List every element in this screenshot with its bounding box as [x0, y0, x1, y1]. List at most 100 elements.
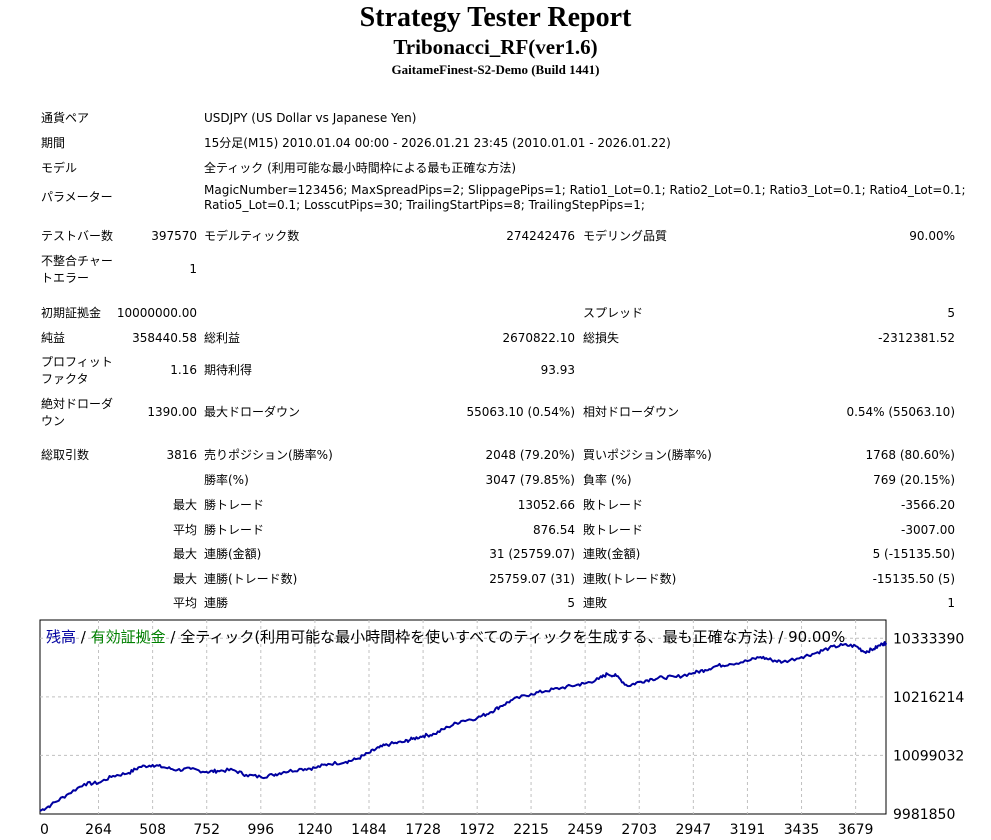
largest-win-label: 勝トレード	[204, 498, 265, 512]
bars-value: 397570	[151, 229, 197, 243]
y-tick-label: 9981850	[893, 807, 955, 823]
average-win-label: 勝トレード	[204, 523, 265, 537]
x-tick-label: 3191	[730, 822, 766, 838]
legend-sep: /	[76, 628, 91, 646]
short-positions-value: 2048 (79.20%)	[485, 448, 575, 462]
max-cons-losses-label: 連敗(金額)	[583, 547, 641, 561]
max-cons-wins-value: 31 (25759.07)	[489, 547, 575, 561]
x-tick-label: 1972	[459, 822, 495, 838]
net-profit-value: 358440.58	[132, 331, 197, 345]
model-label: モデル	[41, 161, 78, 175]
avg-cons-wins-value: 5	[567, 596, 575, 610]
average-win-value: 876.54	[533, 523, 575, 537]
largest-loss-value: -3566.20	[901, 498, 955, 512]
deposit-label: 初期証拠金	[41, 306, 102, 320]
chart-series	[39, 641, 887, 812]
average-loss-label: 敗トレード	[583, 523, 644, 537]
spread-label: スプレッド	[583, 306, 644, 320]
period-value: 15分足(M15) 2010.01.04 00:00 - 2026.01.21 …	[204, 136, 671, 150]
expert-name: Tribonacci_RF(ver1.6)	[393, 35, 598, 59]
chart-grid	[40, 620, 886, 814]
ticks-value: 274242476	[506, 229, 575, 243]
x-tick-label: 2215	[513, 822, 549, 838]
long-positions-label: 買いポジション(勝率%)	[583, 448, 712, 462]
params-line-2: Ratio5_Lot=0.1; LosscutPips=30; Trailing…	[204, 198, 645, 212]
largest-win-value: 13052.66	[517, 498, 575, 512]
x-tick-label: 2703	[621, 822, 657, 838]
max-cons-loss-label: 連敗(トレード数)	[583, 572, 677, 586]
loss-rate-value: 769 (20.15%)	[873, 473, 955, 487]
period-label: 期間	[41, 136, 66, 150]
y-tick-label: 10333390	[893, 631, 964, 647]
mismatch-label-2: トエラー	[41, 271, 90, 285]
profit-factor-label-2: ファクタ	[41, 372, 89, 386]
avg-cons-losses-value: 1	[947, 596, 955, 610]
total-trades-value: 3816	[166, 448, 197, 462]
abs-drawdown-label-2: ウン	[41, 414, 66, 428]
max-cons-profit-label: 連勝(トレード数)	[204, 572, 298, 586]
currency-value: USDJPY (US Dollar vs Japanese Yen)	[204, 111, 417, 125]
gross-loss-value: -2312381.52	[878, 331, 955, 345]
y-tick-label: 10099032	[893, 748, 964, 764]
long-positions-value: 1768 (80.60%)	[865, 448, 955, 462]
loss-rate-label: 負率 (%)	[583, 473, 632, 487]
params-label: パラメーター	[41, 190, 113, 204]
gross-profit-label: 総利益	[204, 331, 241, 345]
win-rate-value: 3047 (79.85%)	[485, 473, 575, 487]
x-tick-label: 0	[40, 822, 49, 838]
rel-drawdown-value: 0.54% (55063.10)	[846, 405, 955, 419]
model-value: 全ティック (利用可能な最小時間枠による最も正確な方法)	[204, 161, 517, 175]
gross-profit-value: 2670822.10	[502, 331, 575, 345]
ticks-label: モデルティック数	[204, 229, 300, 243]
spread-value: 5	[947, 306, 955, 320]
net-profit-label: 純益	[41, 331, 66, 345]
max-drawdown-label: 最大ドローダウン	[204, 405, 301, 419]
gross-loss-label: 総損失	[583, 331, 620, 345]
x-tick-label: 996	[247, 822, 274, 838]
largest-qualifier: 最大	[172, 498, 197, 512]
max-cons-loss-value: -15135.50 (5)	[872, 572, 955, 586]
chart-plot-frame	[39, 619, 887, 815]
mismatch-label-1: 不整合チャー	[41, 254, 113, 268]
legend-description: / 全ティック(利用可能な最小時間枠を使いすべてのティックを生成する、最も正確な…	[165, 628, 846, 646]
max-cons-wins-label: 連勝(金額)	[204, 547, 262, 561]
y-tick-label: 10216214	[893, 690, 964, 706]
profit-factor-value: 1.16	[170, 363, 197, 377]
avg-cons-qualifier: 平均	[172, 596, 197, 610]
page-title: Strategy Tester Report	[359, 2, 632, 33]
avg-cons-wins-label: 連勝	[204, 596, 229, 610]
balance-chart: 10333390 10216214 10099032 9981850 0 264 508 7…	[39, 619, 964, 838]
legend-equity: 有効証拠金	[90, 628, 166, 646]
max-drawdown-value: 55063.10 (0.54%)	[466, 405, 575, 419]
mismatch-value: 1	[189, 262, 197, 276]
legend-balance: 残高	[46, 628, 77, 646]
x-axis-ticks: 0 264 508 752 996 1240 1484 1728 1972 2215 2459 270…	[40, 822, 873, 838]
abs-drawdown-value: 1390.00	[147, 405, 197, 419]
expected-payoff-label: 期待利得	[204, 363, 253, 377]
broker-name: GaitameFinest-S2-Demo (Build 1441)	[391, 62, 600, 77]
max-cons-losses-value: 5 (-15135.50)	[872, 547, 955, 561]
quality-label: モデリング品質	[583, 229, 668, 243]
x-tick-label: 2459	[567, 822, 603, 838]
params-line-1: MagicNumber=123456; MaxSpreadPips=2; Sli…	[204, 183, 966, 197]
max-cons-qualifier: 最大	[172, 547, 197, 561]
rel-drawdown-label: 相対ドローダウン	[583, 405, 680, 419]
abs-drawdown-label-1: 絶対ドローダ	[41, 397, 114, 411]
x-tick-label: 752	[193, 822, 220, 838]
y-axis-ticks: 10333390 10216214 10099032 9981850	[893, 631, 964, 823]
x-tick-label: 1728	[405, 822, 441, 838]
balance-line	[39, 641, 887, 812]
x-tick-label: 1240	[297, 822, 333, 838]
max-cons-profit-value: 25759.07 (31)	[489, 572, 575, 586]
x-tick-label: 3435	[784, 822, 820, 838]
x-tick-label: 2947	[676, 822, 712, 838]
x-tick-label: 3679	[838, 822, 874, 838]
x-tick-label: 264	[85, 822, 112, 838]
largest-loss-label: 敗トレード	[583, 498, 644, 512]
total-trades-label: 総取引数	[41, 448, 90, 462]
chart-legend: 残高 / 有効証拠金 / 全ティック(利用可能な最小時間枠を使いすべてのティック…	[46, 626, 845, 647]
average-loss-value: -3007.00	[901, 523, 955, 537]
max-cons-trades-qualifier: 最大	[172, 572, 197, 586]
x-tick-label: 1484	[351, 822, 387, 838]
short-positions-label: 売りポジション(勝率%)	[204, 448, 333, 462]
